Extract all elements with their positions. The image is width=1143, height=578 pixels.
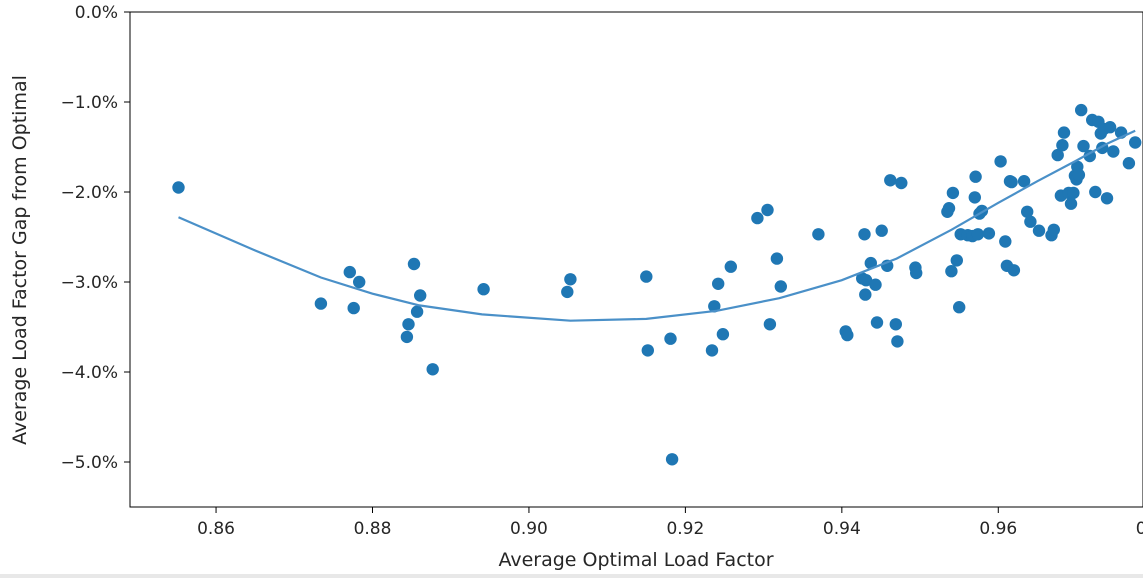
scatter-point: [712, 277, 725, 290]
scatter-point: [969, 170, 982, 183]
scatter-point: [1072, 168, 1086, 182]
scatter-point: [477, 283, 490, 296]
scatter-point: [1032, 224, 1046, 237]
scatter-point: [402, 318, 415, 331]
scatter-point: [942, 202, 956, 215]
scatter-point: [724, 260, 737, 273]
scatter-point: [561, 285, 574, 299]
y-axis-label: Average Load Factor Gap from Optimal: [9, 75, 31, 445]
scatter-point: [1064, 197, 1078, 210]
scatter-point: [812, 228, 825, 241]
x-axis-label: Average Optimal Load Factor: [498, 549, 773, 571]
scatter-point: [761, 203, 774, 217]
scatter-point: [1129, 136, 1142, 149]
scatter-point: [1047, 223, 1061, 236]
scatter-point: [343, 265, 356, 279]
scatter-point: [1100, 192, 1114, 205]
scatter-point: [1103, 121, 1117, 134]
x-axis: 0.86 0.88 0.90 0.92 0.94 0.96 0.98: [197, 507, 1143, 539]
scatter-point: [1083, 149, 1097, 163]
scatter-point: [953, 301, 966, 314]
window-bottom-edge: [0, 574, 1143, 578]
y-tick-label: −4.0%: [61, 363, 118, 383]
scatter-point: [705, 344, 719, 357]
scatter-point: [1020, 205, 1034, 218]
scatter-point: [1122, 157, 1136, 170]
x-tick-label: 0.94: [823, 519, 861, 539]
y-tick-label: −1.0%: [61, 93, 118, 113]
x-tick-label: 0.98: [1136, 519, 1143, 539]
scatter-point: [353, 275, 366, 289]
scatter-point: [640, 270, 653, 283]
scatter-point: [1024, 215, 1037, 228]
scatter-point: [172, 181, 185, 194]
scatter-point: [1107, 145, 1120, 158]
x-tick-label: 0.88: [354, 519, 392, 539]
scatter-point: [665, 453, 679, 466]
y-tick-label: −5.0%: [61, 453, 118, 473]
scatter-point: [407, 257, 421, 271]
scatter-point: [1005, 175, 1018, 189]
scatter-points: [172, 103, 1142, 466]
scatter-point: [1051, 148, 1064, 162]
scatter-point: [664, 332, 677, 345]
plot-frame: [129, 11, 1143, 508]
x-tick-label: 0.96: [979, 519, 1017, 539]
scatter-point: [763, 318, 777, 331]
scatter-point: [891, 335, 904, 348]
scatter-point: [774, 280, 787, 293]
scatter-point: [884, 174, 897, 187]
scatter-point: [1067, 186, 1080, 200]
scatter-point: [895, 176, 908, 190]
scatter-point: [1017, 175, 1031, 188]
y-tick-label: −3.0%: [61, 273, 118, 293]
y-tick-label: 0.0%: [75, 3, 118, 23]
scatter-point: [946, 186, 960, 200]
scatter-point: [1057, 126, 1071, 139]
scatter-point: [1077, 139, 1090, 153]
scatter-point: [910, 266, 923, 280]
scatter-point: [982, 227, 996, 240]
scatter-point: [564, 273, 577, 286]
scatter-point: [999, 235, 1012, 248]
scatter-point: [400, 330, 414, 344]
scatter-point: [426, 363, 439, 376]
scatter-point: [641, 344, 654, 357]
scatter-point: [859, 274, 873, 287]
scatter-point: [994, 155, 1007, 168]
x-tick-label: 0.86: [197, 519, 235, 539]
scatter-point: [1007, 264, 1021, 277]
scatter-point: [945, 265, 958, 278]
scatter-point: [347, 301, 360, 315]
trend-line: [178, 129, 1136, 322]
scatter-point: [770, 252, 784, 265]
scatter-point: [889, 318, 902, 331]
scatter-point: [841, 328, 854, 342]
scatter-point: [314, 297, 328, 310]
scatter-point: [859, 288, 872, 301]
y-axis: 0.0% −1.0% −2.0% −3.0% −4.0% −5.0%: [61, 3, 130, 473]
scatter-point: [858, 228, 871, 241]
scatter-point: [751, 211, 764, 225]
scatter-point: [716, 328, 730, 341]
scatter-point: [870, 316, 884, 329]
y-tick-label: −2.0%: [61, 183, 118, 203]
scatter-point: [968, 191, 981, 204]
x-tick-label: 0.90: [510, 519, 548, 539]
scatter-point: [869, 278, 882, 291]
scatter-point: [875, 224, 888, 237]
scatter-point: [864, 256, 877, 270]
scatter-point: [410, 305, 424, 318]
scatter-point: [1075, 103, 1088, 117]
scatter-point: [708, 300, 721, 313]
x-tick-label: 0.92: [666, 519, 704, 539]
scatter-point: [971, 228, 985, 241]
scatter-point: [1056, 139, 1069, 152]
scatter-point: [414, 289, 427, 302]
scatter-point: [950, 254, 963, 267]
scatter-point: [1089, 185, 1102, 199]
